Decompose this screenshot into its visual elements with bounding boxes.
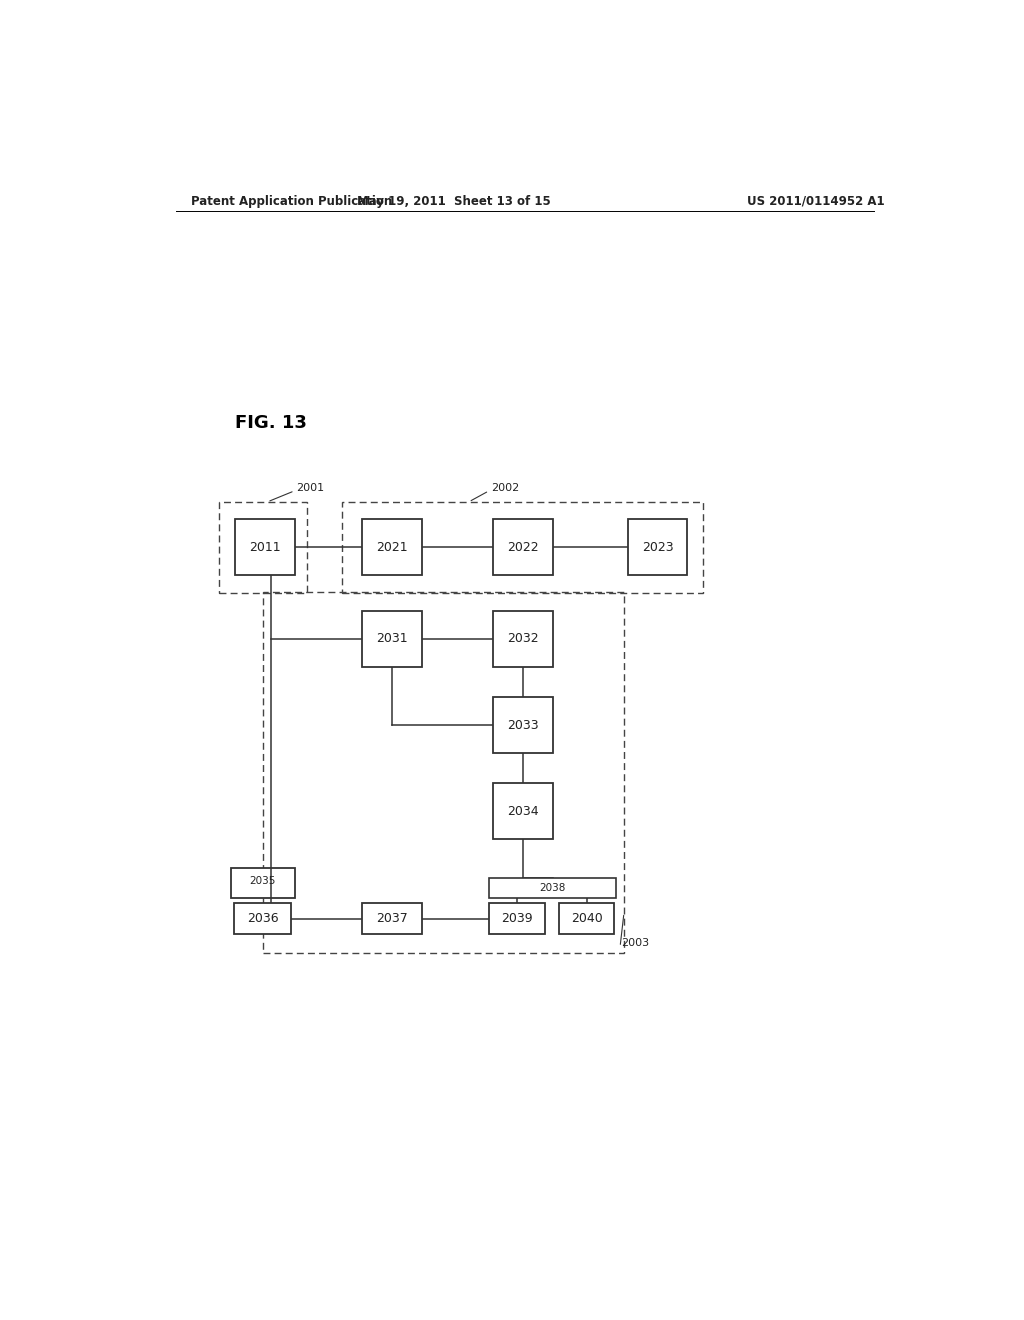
Text: 2022: 2022 xyxy=(507,541,539,553)
Bar xyxy=(494,611,553,667)
Bar xyxy=(236,519,295,576)
Text: 2037: 2037 xyxy=(376,912,408,925)
Bar xyxy=(489,878,616,899)
Text: 2011: 2011 xyxy=(249,541,281,553)
Text: US 2011/0114952 A1: US 2011/0114952 A1 xyxy=(748,194,885,207)
Bar xyxy=(362,611,422,667)
Text: 2023: 2023 xyxy=(642,541,674,553)
Bar xyxy=(342,502,703,594)
Text: May 19, 2011  Sheet 13 of 15: May 19, 2011 Sheet 13 of 15 xyxy=(356,194,550,207)
Text: 2031: 2031 xyxy=(376,632,408,645)
Text: 2003: 2003 xyxy=(622,939,650,948)
Bar xyxy=(494,519,553,576)
Bar xyxy=(559,903,614,935)
Bar xyxy=(263,593,624,953)
Bar xyxy=(362,903,422,935)
Text: Patent Application Publication: Patent Application Publication xyxy=(191,194,393,207)
Bar xyxy=(233,903,292,935)
Text: FIG. 13: FIG. 13 xyxy=(236,413,307,432)
Bar xyxy=(628,519,687,576)
Text: 2002: 2002 xyxy=(490,483,519,492)
Text: 2036: 2036 xyxy=(247,912,279,925)
Text: 2033: 2033 xyxy=(507,718,539,731)
Text: 2034: 2034 xyxy=(507,805,539,818)
Text: 2021: 2021 xyxy=(376,541,408,553)
Bar xyxy=(219,502,306,594)
Text: 2001: 2001 xyxy=(296,483,325,492)
Bar xyxy=(494,784,553,840)
Text: 2035: 2035 xyxy=(250,876,276,886)
Bar xyxy=(362,519,422,576)
Text: 2038: 2038 xyxy=(540,883,566,894)
Text: 2039: 2039 xyxy=(501,912,532,925)
Bar xyxy=(231,867,295,899)
Text: 2032: 2032 xyxy=(507,632,539,645)
Text: 2040: 2040 xyxy=(570,912,602,925)
Bar xyxy=(494,697,553,752)
Bar xyxy=(489,903,545,935)
